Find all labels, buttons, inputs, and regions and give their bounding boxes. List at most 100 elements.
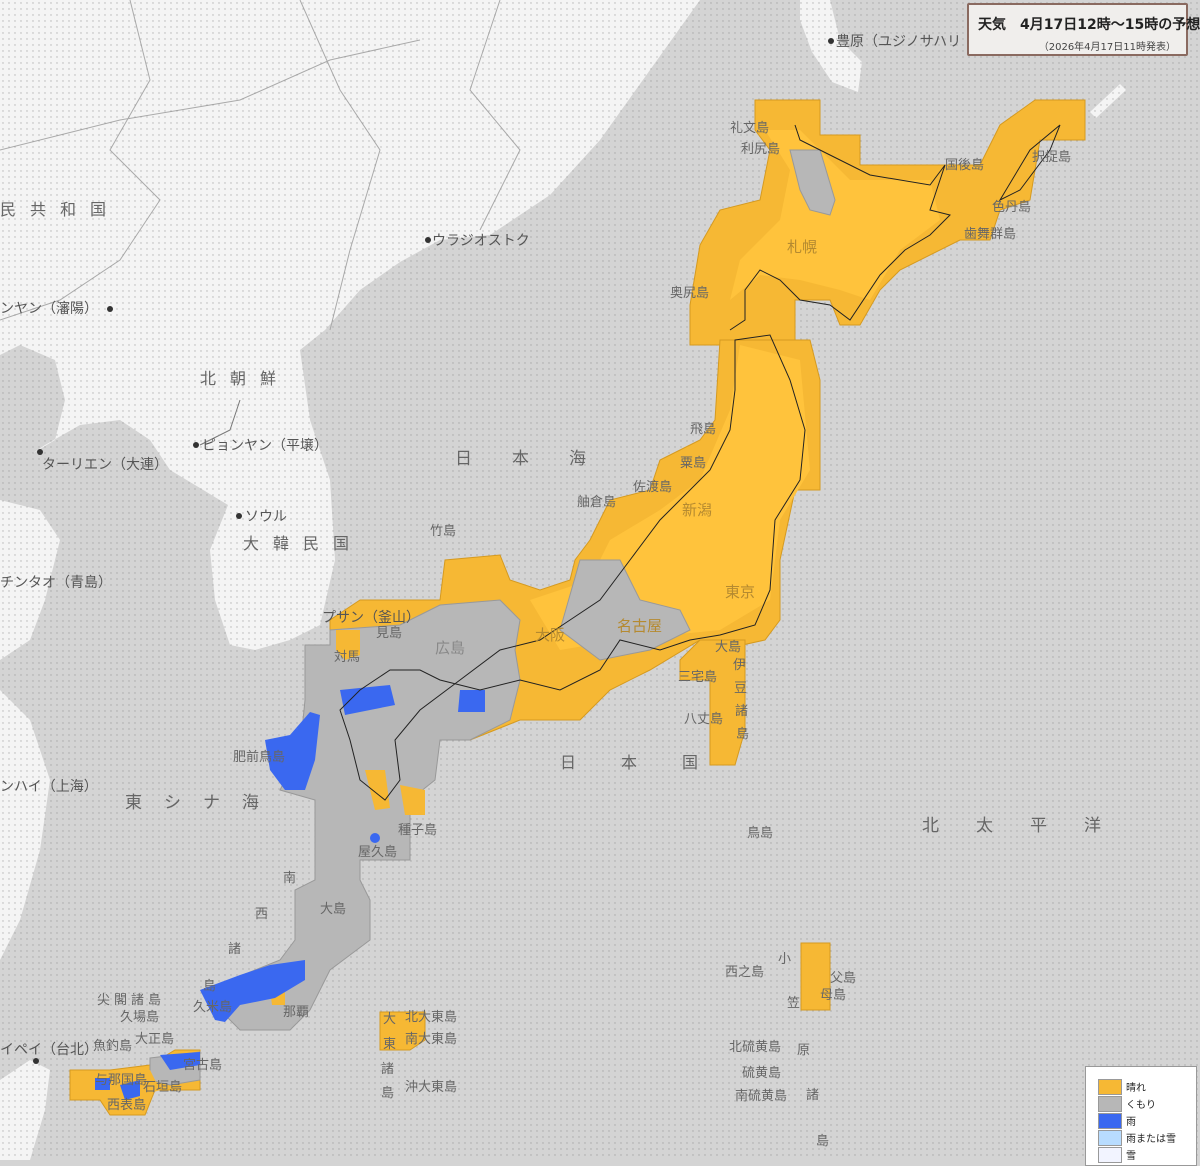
- label-tanegashima: 種子島: [398, 822, 437, 838]
- label-miyake: 三宅島: [678, 670, 717, 685]
- label-ishigaki: 石垣島: [143, 1080, 182, 1095]
- legend-label: 雨: [1126, 1117, 1136, 1128]
- label-east-china-sea: 東シナ海: [125, 793, 281, 813]
- label-kume: 久米島: [193, 1000, 232, 1015]
- label-etorofu: 択捉島: [1032, 150, 1071, 165]
- label-izu-1: 伊: [733, 658, 746, 673]
- legend-swatch: [1098, 1078, 1122, 1095]
- label-taipei: イペイ（台北）: [0, 1042, 98, 1058]
- label-niigata: 新潟: [682, 501, 712, 519]
- label-sapporo: 札幌: [787, 238, 817, 256]
- label-osaka: 大阪: [535, 626, 565, 644]
- label-shanghai: ンハイ（上海）: [0, 779, 98, 795]
- label-ogasawara-5: 島: [816, 1134, 829, 1149]
- label-shikotan: 色丹島: [992, 199, 1031, 215]
- legend-item-snow: 雪: [1098, 1146, 1136, 1163]
- label-izu-oshima: 大島: [715, 640, 741, 655]
- legend-label: 晴れ: [1126, 1083, 1146, 1094]
- legend-swatch: [1098, 1146, 1122, 1163]
- label-yonaguni: 与那国島: [95, 1073, 147, 1088]
- label-okushiri: 奥尻島: [670, 286, 709, 301]
- label-ogasawara-3: 原: [797, 1043, 810, 1058]
- legend-swatch: [1098, 1095, 1122, 1112]
- label-hachijo: 八丈島: [684, 712, 723, 727]
- legend-label: 雨または雪: [1126, 1134, 1176, 1145]
- label-uotsuri: 魚釣島: [93, 1038, 132, 1054]
- label-north-pacific: 北太平洋: [922, 816, 1138, 836]
- label-hahajima: 母島: [820, 988, 846, 1003]
- city-dots: [33, 38, 834, 1064]
- legend-swatch: [1098, 1129, 1122, 1146]
- label-qingdao: チンタオ（青島）: [0, 575, 112, 591]
- label-izu-4: 島: [736, 727, 749, 742]
- label-yuzhno: 豊原（ユジノサハリ: [836, 34, 961, 50]
- label-vladivostok: ウラジオストク: [432, 233, 530, 249]
- label-minami-iwo: 南硫黄島: [735, 1088, 787, 1104]
- legend-label: 雪: [1126, 1151, 1136, 1162]
- label-japan: 日本国: [560, 753, 743, 772]
- label-nansei-2: 西: [255, 907, 268, 922]
- label-kita-iwo: 北硫黄島: [729, 1040, 781, 1055]
- legend-swatch: [1098, 1112, 1122, 1129]
- label-torishima: 鳥島: [747, 826, 773, 841]
- legend-item-sunny: 晴れ: [1098, 1078, 1146, 1095]
- label-takeshima: 竹島: [430, 524, 456, 539]
- place-labels: 民共和国 ウラジオストク ンヤン（瀋陽） 北朝鮮 ピョンヤン（平壌） ターリエン…: [0, 34, 1138, 1149]
- label-shenyang: ンヤン（瀋陽）: [0, 300, 98, 317]
- legend: 晴れ くもり 雨 雨または雪 雪: [1085, 1066, 1197, 1166]
- legend-item-rain: 雨: [1098, 1112, 1136, 1129]
- label-taisho: 大正島: [135, 1032, 174, 1047]
- label-minamidaito: 南大東島: [405, 1031, 457, 1047]
- label-sea-of-japan: 日本海: [455, 449, 626, 469]
- label-daito-3: 諸: [381, 1061, 394, 1077]
- label-tobishima: 飛島: [690, 422, 716, 437]
- label-izu-2: 豆: [734, 681, 747, 696]
- label-mishima: 見島: [376, 626, 402, 641]
- label-north-korea: 北朝鮮: [200, 369, 290, 388]
- label-iwo: 硫黄島: [742, 1066, 781, 1081]
- label-nagoya: 名古屋: [617, 617, 662, 635]
- label-seoul: ソウル: [245, 509, 287, 525]
- label-pyongyang: ピョンヤン（平壌）: [202, 438, 328, 454]
- label-daito-1: 大: [383, 1012, 396, 1027]
- label-nansei-4: 島: [203, 979, 216, 994]
- legend-label: くもり: [1126, 1100, 1156, 1111]
- label-yakushima: 屋久島: [358, 845, 397, 860]
- label-kitadaito: 北大東島: [405, 1009, 457, 1025]
- label-ogasawara-1: 小: [778, 952, 791, 967]
- forecast-title-box: 天気 4月17日12時〜15時の予想 （2026年4月17日11時発表）: [967, 3, 1200, 56]
- forecast-title: 天気 4月17日12時〜15時の予想: [978, 17, 1200, 33]
- label-nishinoshima: 西之島: [725, 965, 764, 980]
- label-daito-2: 東: [383, 1036, 396, 1052]
- label-south-korea: 大韓民国: [243, 534, 363, 553]
- label-ogasawara-4: 諸: [806, 1087, 819, 1103]
- coastlines: [339, 124, 1061, 801]
- label-okidaito: 沖大東島: [405, 1079, 457, 1095]
- label-awashima: 粟島: [680, 456, 706, 471]
- label-kuba: 久場島: [120, 1010, 159, 1025]
- label-rebun: 礼文島: [730, 120, 769, 136]
- label-nansei-1: 南: [283, 870, 296, 886]
- label-habomai: 歯舞群島: [964, 227, 1016, 242]
- label-nansei-3: 諸: [228, 941, 241, 957]
- label-hegura: 舳倉島: [577, 495, 616, 510]
- label-tsushima: 対馬: [334, 650, 360, 665]
- label-miyako: 宮古島: [183, 1057, 222, 1073]
- label-rishiri: 利尻島: [741, 142, 780, 157]
- label-hiroshima: 広島: [435, 639, 465, 657]
- label-senkaku: 尖閣諸島: [97, 992, 165, 1008]
- label-naha: 那覇: [283, 1005, 309, 1020]
- label-daito-4: 島: [381, 1086, 394, 1101]
- label-china: 民共和国: [0, 200, 120, 219]
- label-tokyo: 東京: [725, 583, 755, 601]
- label-izu-3: 諸: [735, 703, 748, 719]
- legend-item-cloudy: くもり: [1098, 1095, 1156, 1112]
- label-amami: 大島: [320, 902, 346, 917]
- legend-item-rain-or-snow: 雨または雪: [1098, 1129, 1176, 1146]
- label-hizen-torishima: 肥前鳥島: [233, 749, 285, 765]
- label-ogasawara-2: 笠: [787, 996, 800, 1011]
- issued-time: （2026年4月17日11時発表）: [1038, 42, 1176, 53]
- label-iriomote: 西表島: [107, 1098, 146, 1113]
- label-sado: 佐渡島: [633, 479, 672, 495]
